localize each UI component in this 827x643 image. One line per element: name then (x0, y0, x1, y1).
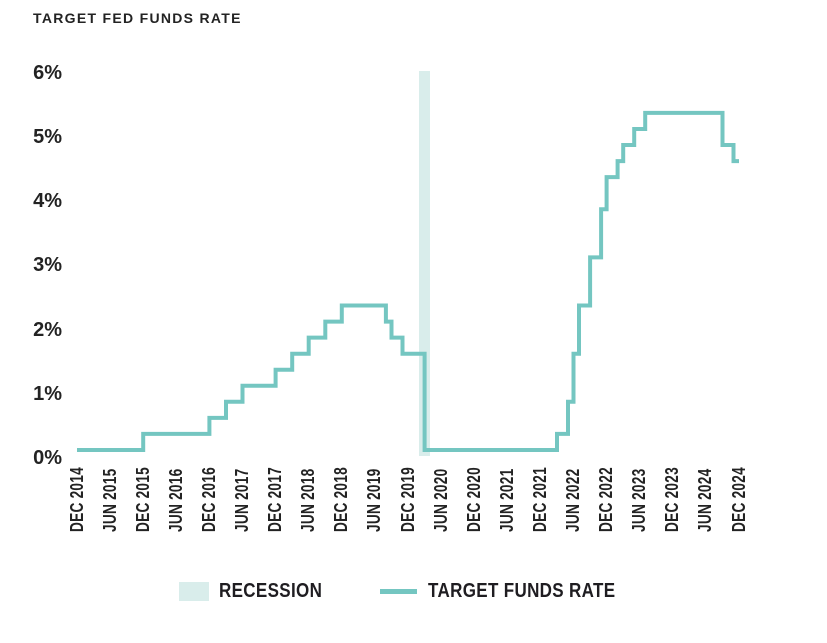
x-axis-tick-label: DEC 2019 (397, 467, 418, 532)
y-axis-tick-label: 0% (33, 447, 62, 469)
legend-item-target-funds-rate: TARGET FUNDS RATE (379, 580, 649, 603)
x-axis-tick-label: JUN 2021 (496, 468, 517, 532)
x-axis-tick-label: JUN 2020 (430, 468, 451, 532)
x-axis-tick-label: JUN 2018 (298, 468, 319, 532)
x-axis-tick-label: DEC 2023 (662, 467, 683, 532)
x-axis-tick-label: DEC 2018 (331, 467, 352, 532)
x-axis-tick-label: JUN 2019 (364, 468, 385, 532)
x-axis-tick-label: DEC 2021 (529, 467, 550, 532)
x-axis-tick-label: DEC 2017 (265, 467, 286, 532)
y-axis-tick-label: 3% (33, 254, 62, 277)
x-axis-tick-label: DEC 2022 (596, 467, 617, 532)
chart-title: TARGET FED FUNDS RATE (33, 10, 242, 26)
legend-item-recession: RECESSION (178, 580, 340, 603)
x-axis-tick-label: JUN 2022 (563, 468, 583, 532)
legend-label-target-funds-rate: TARGET FUNDS RATE (427, 580, 616, 602)
y-axis-tick-label: 5% (33, 126, 62, 148)
recession-band (419, 71, 430, 456)
x-axis-tick-label: JUN 2023 (629, 468, 650, 532)
target-funds-rate-line (77, 110, 739, 452)
x-axis-tick-label: DEC 2020 (463, 467, 484, 532)
y-axis-tick-label: 4% (33, 190, 62, 213)
target-funds-rate-swatch (379, 589, 417, 594)
y-axis-tick-label: 2% (33, 318, 62, 341)
x-axis-tick-label: JUN 2017 (232, 468, 252, 532)
x-axis-tick-label: JUN 2015 (99, 468, 120, 532)
x-axis-tick-label: DEC 2024 (728, 467, 749, 532)
legend: RECESSION TARGET FUNDS RATE (0, 580, 827, 603)
x-axis-tick-label: DEC 2014 (66, 467, 87, 532)
x-axis-tick-label: DEC 2016 (198, 467, 219, 532)
x-axis-tick-label: JUN 2024 (695, 468, 716, 532)
x-axis-tick-label: DEC 2015 (132, 467, 153, 532)
y-axis-tick-label: 6% (33, 61, 62, 84)
recession-swatch (178, 582, 209, 601)
y-axis-tick-label: 1% (33, 382, 62, 405)
x-axis-tick-label: JUN 2016 (165, 468, 186, 532)
legend-label-recession: RECESSION (218, 580, 322, 602)
